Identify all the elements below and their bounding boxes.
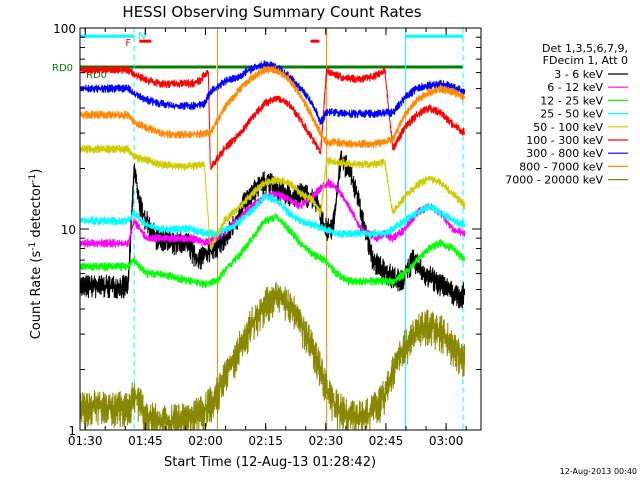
y-axis-title-end: ) [29,169,44,174]
series-6-12-kev-trace [79,178,466,248]
series-25-50-kev-trace [79,193,466,238]
y-axis-title-suffix: detector [29,182,44,242]
x-tick-label: 02:15 [248,434,283,448]
series-7000-20000-kev-trace [79,282,466,431]
legend-label: 100 - 300 keV [526,134,603,147]
legend-label: 6 - 12 keV [547,81,603,94]
flag-n-label-3: N [138,31,145,42]
legend-header-line-2: FDecim 1, Att 0 [543,54,628,67]
legend-header-line-1: Det 1,3,5,6,7,9, [542,42,628,55]
series-3-6-kev-trace [79,150,466,309]
footer-timestamp: 12-Aug-2013 00:40 [560,467,637,476]
flag-rd0-label-0: RD0 [52,63,73,74]
x-tick-label: 01:45 [128,434,163,448]
flag-rd0-label-1: RD0 [86,70,107,81]
legend-label: 50 - 100 keV [533,121,603,134]
legend-label: 25 - 50 keV [540,108,603,121]
y-tick-label: 1 [68,424,76,438]
y-tick-label: 10 [61,223,76,237]
chart-title: HESSI Observing Summary Count Rates [122,3,421,21]
legend-label: 300 - 800 keV [526,147,603,160]
legend-label: 12 - 25 keV [540,94,603,107]
series-50-100-kev-trace [79,144,466,251]
series-12-25-kev-trace [79,213,466,289]
flag-f-label-2: F [125,38,131,49]
legend-label: 3 - 6 keV [554,68,603,81]
series-800-7000-kev-trace [79,65,466,149]
series-100-300-kev-trace [79,65,466,171]
y-tick-label: 100 [53,22,76,36]
x-tick-label: 03:00 [429,434,464,448]
y-axis-title-sup-2: -1 [28,174,38,183]
x-axis-title: Start Time (12-Aug-13 01:28:42) [164,455,376,470]
x-axis: 01:30 01:45 02:00 02:15 02:30 02:45 03:00 [68,28,467,448]
x-tick-label: 02:00 [188,434,223,448]
x-tick-label: 02:30 [309,434,344,448]
y-axis-title: Count Rate (s-1 detector-1) [28,169,44,340]
legend-label: 7000 - 20000 keV [505,174,603,187]
x-tick-label: 02:45 [369,434,404,448]
y-axis-title-prefix: Count Rate (s [29,251,44,340]
y-axis: 1 10 100 [53,22,481,438]
legend-label: 800 - 7000 keV [519,160,603,173]
x-tick-label: 01:30 [68,434,103,448]
series-layer [79,60,466,431]
y-axis-title-sup: -1 [28,242,38,251]
